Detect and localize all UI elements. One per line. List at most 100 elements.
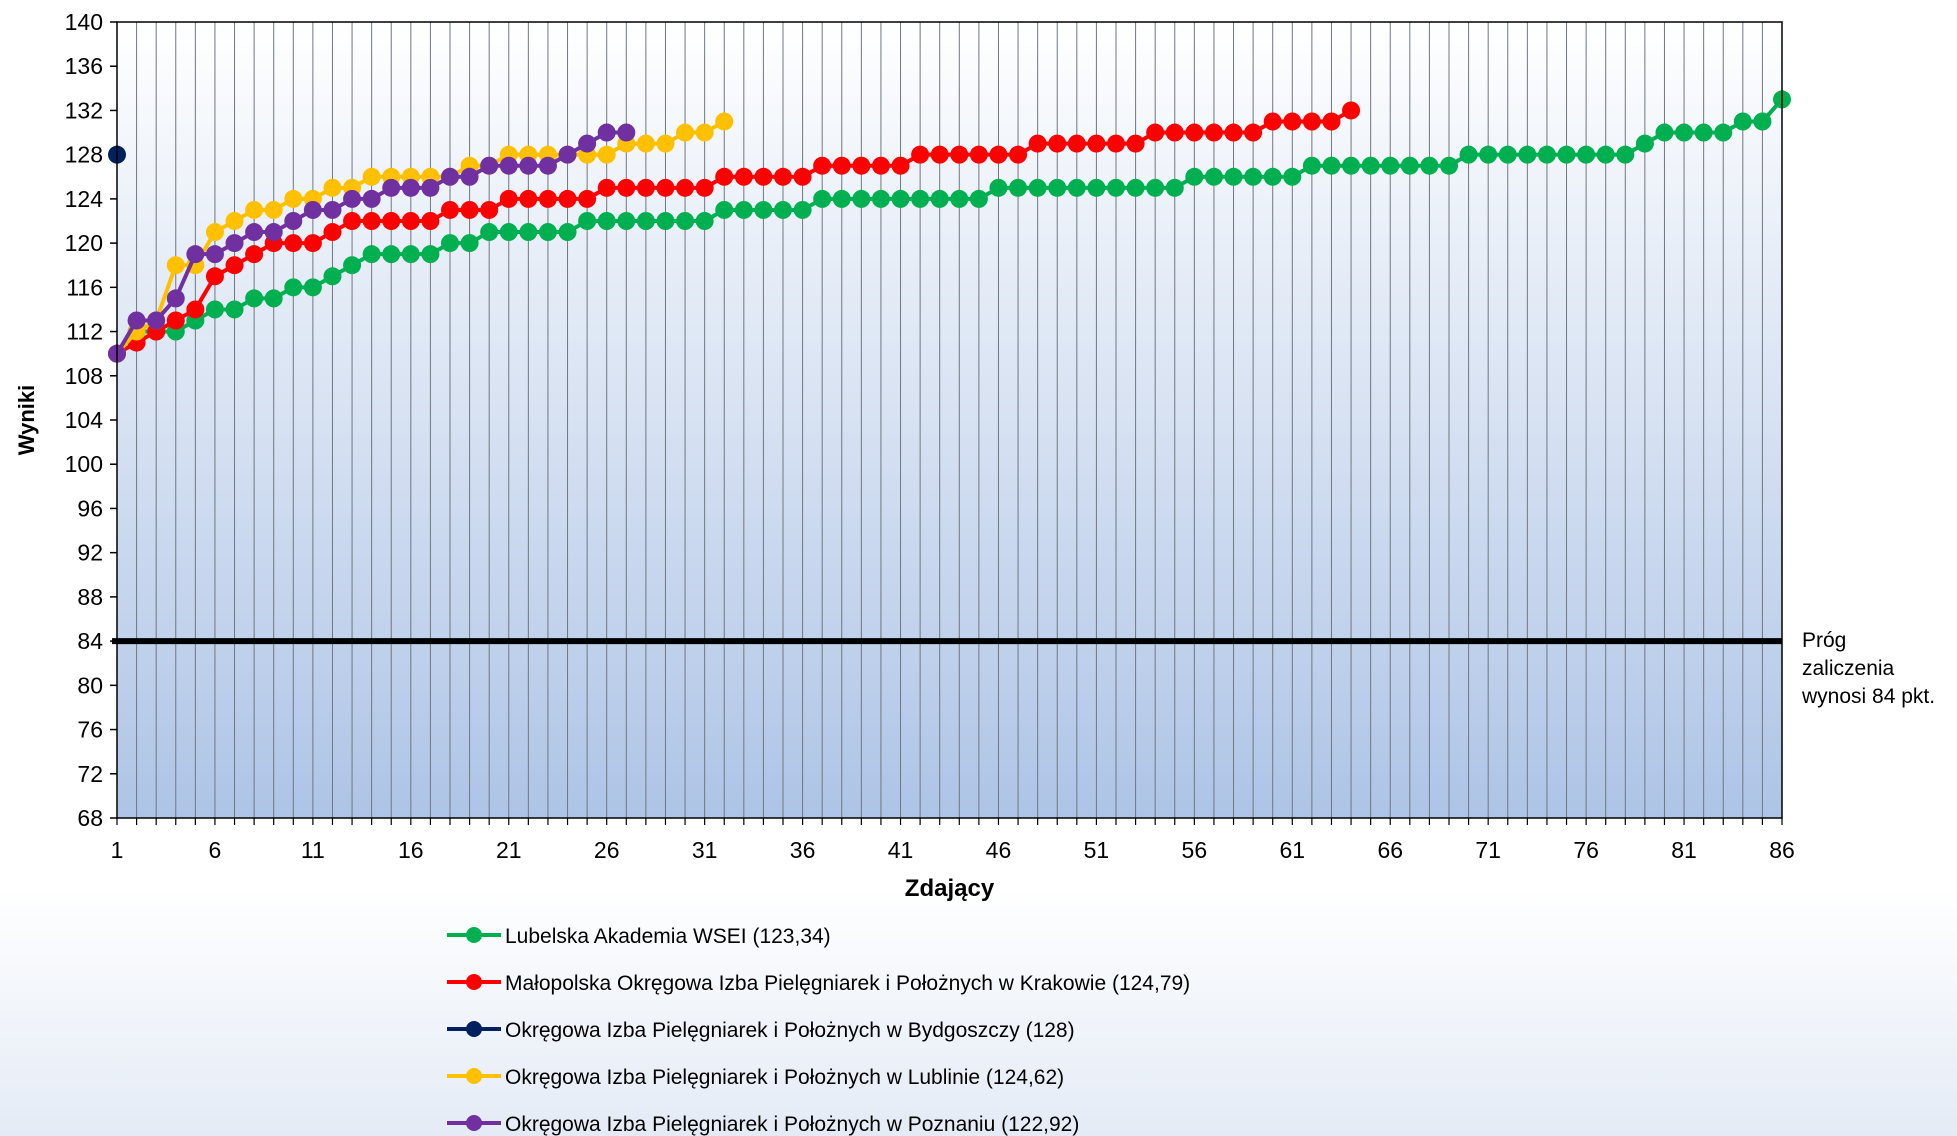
data-point xyxy=(558,223,577,242)
data-point xyxy=(1479,145,1498,164)
x-tick-label: 16 xyxy=(398,837,424,863)
legend: Lubelska Akademia WSEI (123,34) Małopolsk… xyxy=(447,925,1190,1136)
data-point xyxy=(264,200,283,219)
data-point xyxy=(186,300,205,319)
y-tick-label: 112 xyxy=(66,319,103,345)
legend-swatch-marker xyxy=(466,1115,482,1131)
data-point xyxy=(245,223,264,242)
data-point xyxy=(460,200,479,219)
data-point xyxy=(147,311,166,330)
y-tick-label: 72 xyxy=(77,761,103,787)
legend-label: Okręgowa Izba Pielęgniarek i Położnych w… xyxy=(505,1113,1079,1136)
data-point xyxy=(1420,156,1439,175)
data-point xyxy=(1107,134,1125,153)
y-tick-label: 116 xyxy=(66,274,103,300)
data-point xyxy=(343,189,362,208)
data-point xyxy=(460,167,479,186)
data-point xyxy=(989,145,1008,164)
data-point xyxy=(1165,178,1184,197)
data-point xyxy=(832,156,851,175)
data-point xyxy=(969,145,988,164)
data-point xyxy=(1557,145,1576,164)
data-point xyxy=(1067,178,1086,197)
data-point xyxy=(1400,156,1419,175)
data-point xyxy=(1283,167,1302,186)
threshold-label-line: wynosi 84 pkt. xyxy=(1801,685,1935,708)
data-point xyxy=(1694,123,1713,142)
data-point xyxy=(656,178,675,197)
data-point xyxy=(1185,167,1204,186)
data-point xyxy=(1067,134,1086,153)
data-point xyxy=(323,178,342,197)
x-tick-label: 11 xyxy=(301,837,325,863)
y-tick-labels: 68 72 76 80 84 88 92 96 100 104 108 112 116 120 124 128… xyxy=(65,9,104,831)
y-tick-label: 88 xyxy=(77,584,103,610)
data-point xyxy=(1028,134,1047,153)
data-point xyxy=(578,134,597,153)
data-point xyxy=(1440,156,1458,175)
legend-label: Lubelska Akademia WSEI (123,34) xyxy=(505,925,831,948)
x-tick-label: 76 xyxy=(1573,837,1599,863)
data-point xyxy=(362,189,381,208)
data-point xyxy=(793,200,812,219)
data-point xyxy=(754,167,773,186)
data-point xyxy=(205,300,224,319)
data-point xyxy=(734,200,753,219)
legend-item: Okręgowa Izba Pielęgniarek i Położnych w… xyxy=(447,1066,1064,1089)
data-point xyxy=(343,212,362,230)
data-point xyxy=(1361,156,1380,175)
data-point xyxy=(1244,167,1263,186)
data-point xyxy=(343,256,362,275)
data-point xyxy=(127,311,146,330)
data-point xyxy=(695,123,714,142)
data-point xyxy=(950,145,969,164)
data-point xyxy=(1146,123,1165,142)
data-point xyxy=(734,167,753,186)
y-tick-label: 104 xyxy=(65,407,104,433)
data-point xyxy=(499,156,518,175)
data-point xyxy=(480,156,499,175)
data-point xyxy=(1322,156,1341,175)
data-point xyxy=(1714,123,1733,142)
data-point xyxy=(166,256,185,275)
x-tick-label: 81 xyxy=(1671,837,1697,863)
data-point xyxy=(1302,112,1321,131)
data-point xyxy=(284,278,303,297)
data-point xyxy=(538,223,557,242)
data-point xyxy=(205,267,224,286)
data-point xyxy=(676,123,695,142)
data-point xyxy=(480,223,499,242)
data-point xyxy=(617,123,636,142)
data-point xyxy=(264,289,283,308)
data-point xyxy=(695,212,714,230)
data-point xyxy=(578,212,597,230)
data-point xyxy=(401,178,420,197)
data-point xyxy=(1165,123,1184,142)
data-point xyxy=(1185,123,1204,142)
x-tick-label: 66 xyxy=(1377,837,1403,863)
x-tick-label: 56 xyxy=(1182,837,1208,863)
y-tick-label: 120 xyxy=(65,230,103,256)
x-tick-label: 1 xyxy=(111,837,124,863)
data-point xyxy=(793,167,812,186)
data-point xyxy=(382,212,401,230)
data-point xyxy=(597,178,616,197)
data-point xyxy=(597,123,616,142)
data-point xyxy=(1381,156,1400,175)
legend-label: Okręgowa Izba Pielęgniarek i Położnych w… xyxy=(505,1066,1064,1089)
data-point xyxy=(1028,178,1047,197)
y-tick-label: 108 xyxy=(65,363,103,389)
data-point xyxy=(715,200,734,219)
data-point xyxy=(676,212,695,230)
data-point xyxy=(715,167,734,186)
legend-item: Małopolska Okręgowa Izba Pielęgniarek i … xyxy=(447,972,1190,995)
data-point xyxy=(950,189,969,208)
data-point xyxy=(225,300,244,319)
data-point xyxy=(1126,178,1145,197)
data-point xyxy=(1635,134,1654,153)
data-point xyxy=(1733,112,1752,131)
grid-lines xyxy=(136,22,1763,818)
threshold-label: Próg zaliczenia wynosi 84 pkt. xyxy=(1801,629,1935,708)
y-tick-label: 92 xyxy=(77,540,103,566)
